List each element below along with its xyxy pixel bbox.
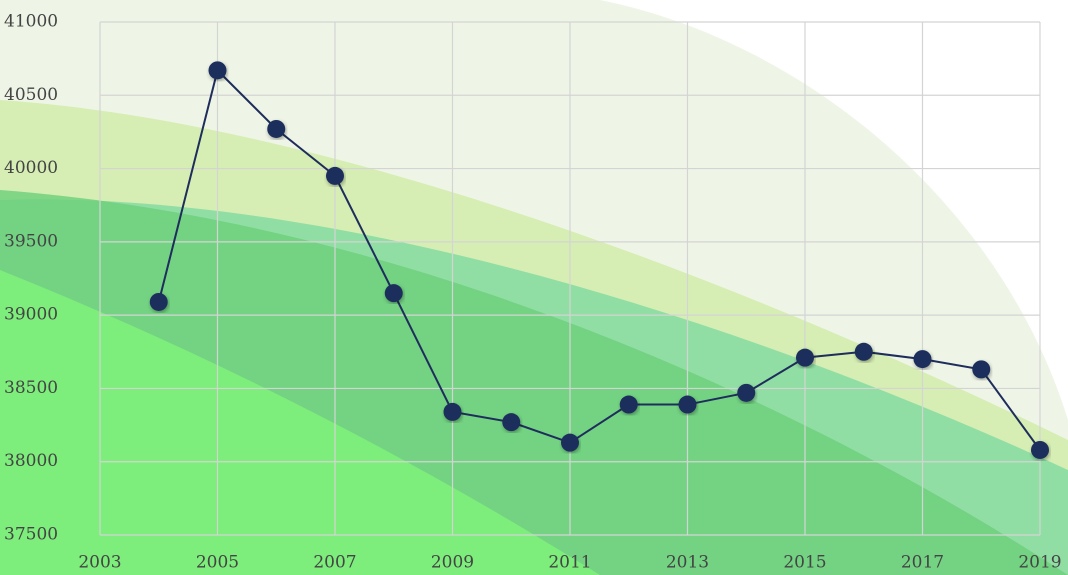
x-tick-label: 2013 bbox=[666, 553, 709, 573]
y-tick-label: 41000 bbox=[4, 12, 58, 32]
data-point bbox=[443, 402, 462, 421]
data-point bbox=[678, 395, 697, 414]
bg-wave bbox=[0, 270, 600, 575]
x-tick-label: 2003 bbox=[78, 553, 121, 573]
data-point bbox=[502, 413, 521, 432]
x-tick-label: 2005 bbox=[196, 553, 239, 573]
data-point bbox=[972, 360, 991, 379]
x-tick-label: 2019 bbox=[1018, 553, 1061, 573]
y-tick-label: 38500 bbox=[4, 378, 58, 398]
data-point bbox=[149, 292, 168, 311]
x-tick-label: 2007 bbox=[313, 553, 356, 573]
data-point bbox=[737, 383, 756, 402]
x-tick-label: 2011 bbox=[548, 553, 591, 573]
y-tick-label: 40000 bbox=[4, 158, 58, 178]
y-tick-label: 39000 bbox=[4, 305, 58, 325]
data-point bbox=[796, 348, 814, 367]
data-point bbox=[1031, 440, 1049, 459]
series-line bbox=[157, 68, 1041, 451]
data-point bbox=[854, 342, 873, 361]
y-tick-label: 40500 bbox=[4, 85, 58, 105]
y-tick-label: 39500 bbox=[4, 231, 58, 251]
data-point bbox=[561, 433, 579, 452]
data-point bbox=[619, 395, 638, 414]
data-point bbox=[384, 284, 403, 303]
x-tick-label: 2009 bbox=[431, 553, 474, 573]
x-tick-label: 2017 bbox=[901, 553, 944, 573]
y-tick-label: 38000 bbox=[4, 451, 58, 471]
data-point bbox=[267, 119, 286, 138]
data-point bbox=[913, 350, 932, 369]
data-point bbox=[326, 166, 344, 185]
data-point bbox=[208, 61, 227, 80]
y-tick-label: 37500 bbox=[4, 525, 58, 545]
x-tick-label: 2015 bbox=[783, 553, 826, 573]
